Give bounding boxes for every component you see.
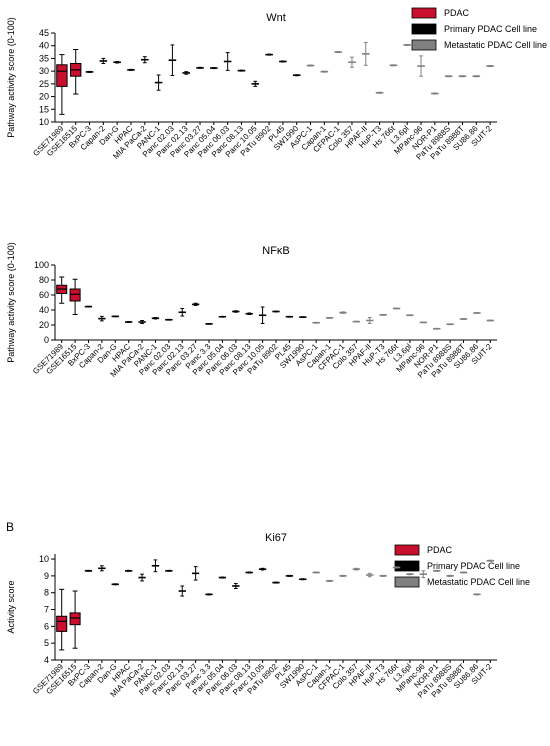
- y-axis-label: Activity score: [6, 580, 16, 633]
- panel-label: B: [6, 520, 14, 534]
- y-tick-label: 4: [44, 655, 49, 665]
- y-tick-label: 30: [39, 66, 49, 76]
- y-tick-label: 20: [39, 320, 49, 330]
- legend-label: Metastatic PDAC Cell line: [427, 577, 530, 587]
- legend-swatch: [411, 23, 437, 35]
- y-axis-label: Pathway activity score (0-100): [6, 242, 16, 363]
- y-tick-label: 60: [39, 290, 49, 300]
- legend-swatch: [394, 576, 420, 588]
- box: [56, 64, 68, 87]
- y-tick-label: 20: [39, 92, 49, 102]
- y-tick-label: 15: [39, 104, 49, 114]
- y-tick-label: 25: [39, 79, 49, 89]
- chart-title: NFκB: [262, 245, 290, 257]
- y-tick-label: 10: [39, 117, 49, 127]
- chart-title: Wnt: [266, 12, 286, 24]
- legend-swatch: [394, 544, 420, 556]
- legend-label: Primary PDAC Cell line: [427, 561, 520, 571]
- y-tick-label: 40: [39, 41, 49, 51]
- y-tick-label: 0: [44, 335, 49, 345]
- legend-label: PDAC: [444, 8, 470, 18]
- y-tick-label: 9: [44, 571, 49, 581]
- box: [56, 615, 68, 632]
- y-tick-label: 5: [44, 638, 49, 648]
- chart-title: Ki67: [265, 532, 287, 544]
- y-tick-label: 80: [39, 275, 49, 285]
- y-axis-label: Pathway activity score (0-100): [6, 17, 16, 138]
- box: [69, 288, 81, 302]
- y-tick-label: 40: [39, 305, 49, 315]
- y-tick-label: 35: [39, 53, 49, 63]
- legend-label: Primary PDAC Cell line: [444, 24, 537, 34]
- legend-swatch: [394, 560, 420, 572]
- legend-label: Metastatic PDAC Cell line: [444, 40, 547, 50]
- y-tick-label: 45: [39, 28, 49, 38]
- y-tick-label: 7: [44, 605, 49, 615]
- y-tick-label: 8: [44, 588, 49, 598]
- box: [69, 612, 81, 626]
- y-tick-label: 100: [34, 260, 49, 270]
- y-tick-label: 6: [44, 621, 49, 631]
- legend-swatch: [411, 7, 437, 19]
- legend-label: PDAC: [427, 545, 453, 555]
- legend-swatch: [411, 39, 437, 51]
- y-tick-label: 10: [39, 554, 49, 564]
